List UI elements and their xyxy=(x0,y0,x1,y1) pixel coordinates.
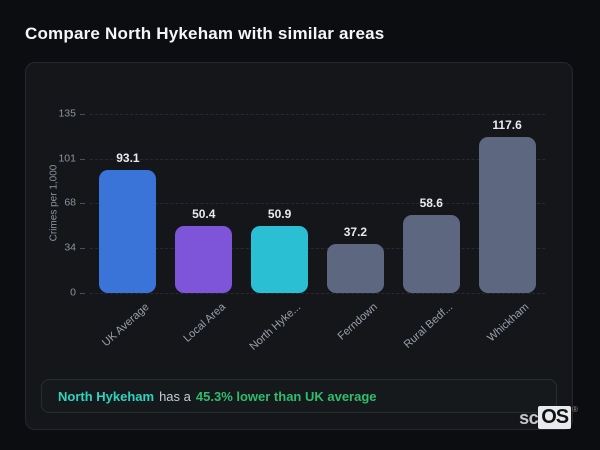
plot-area: 0 34 68 101 135 93.1 UK Average 50.4 Local Area 5… xyxy=(58,107,545,353)
y-tick-mark xyxy=(80,114,85,115)
logo-suffix: OS xyxy=(538,406,572,429)
gridline xyxy=(90,202,545,204)
bar-value-label: 58.6 xyxy=(419,196,443,211)
bar-rural-bedf[interactable] xyxy=(402,215,460,293)
gridline xyxy=(90,293,545,294)
bar-value-label: 117.6 xyxy=(492,118,522,133)
bar-ferndown[interactable] xyxy=(326,243,384,293)
bar-whickham[interactable] xyxy=(478,137,536,293)
y-axis-label: Crimes per 1,000 xyxy=(48,164,60,242)
x-axis-category-label: Ferndown xyxy=(335,301,380,343)
x-axis-category-label: Local Area xyxy=(181,301,228,345)
gridline xyxy=(90,159,545,161)
gridline xyxy=(90,114,545,115)
bar-value-label: 50.4 xyxy=(192,207,216,222)
chart-card: Crimes per 1,000 0 34 68 101 135 93.1 UK Avera… xyxy=(25,62,573,430)
note-mid-text: has a xyxy=(159,388,191,404)
y-tick-label: 135 xyxy=(58,107,76,120)
note-stat-text: 45.3% lower than UK average xyxy=(195,388,377,404)
y-tick-label: 68 xyxy=(64,196,76,209)
bar-uk-average[interactable] xyxy=(99,169,157,293)
y-tick-mark xyxy=(80,293,85,294)
page-title: Compare North Hykeham with similar areas xyxy=(25,24,385,43)
y-tick-label: 101 xyxy=(58,152,76,165)
x-axis-category-label: Rural Bedf... xyxy=(401,301,456,351)
bar-value-label: 37.2 xyxy=(343,224,368,239)
scos-logo: sc OS ® xyxy=(519,406,578,429)
y-tick-label: 0 xyxy=(70,286,76,299)
bar-value-label: 50.9 xyxy=(267,206,292,221)
bar-chart: Crimes per 1,000 0 34 68 101 135 93.1 UK Avera… xyxy=(26,63,572,373)
y-tick-label: 34 xyxy=(64,241,76,254)
logo-prefix: sc xyxy=(519,407,539,428)
note-area-name: North Hykeham xyxy=(58,388,155,404)
y-tick-mark xyxy=(80,247,85,249)
bar-north-hyke[interactable] xyxy=(251,225,309,293)
x-axis-category-label: Whickham xyxy=(484,301,532,345)
gridline xyxy=(90,247,545,249)
comparison-note: North Hykeham has a 45.3% lower than UK … xyxy=(41,379,557,413)
y-tick-mark xyxy=(80,159,85,161)
registered-trademark-icon: ® xyxy=(572,405,578,414)
y-tick-mark xyxy=(80,202,85,204)
bar-local-area[interactable] xyxy=(175,226,233,293)
bar-value-label: 93.1 xyxy=(116,150,140,165)
x-axis-category-label: UK Average xyxy=(100,301,152,350)
x-axis-category-label: North Hyke... xyxy=(247,301,304,353)
